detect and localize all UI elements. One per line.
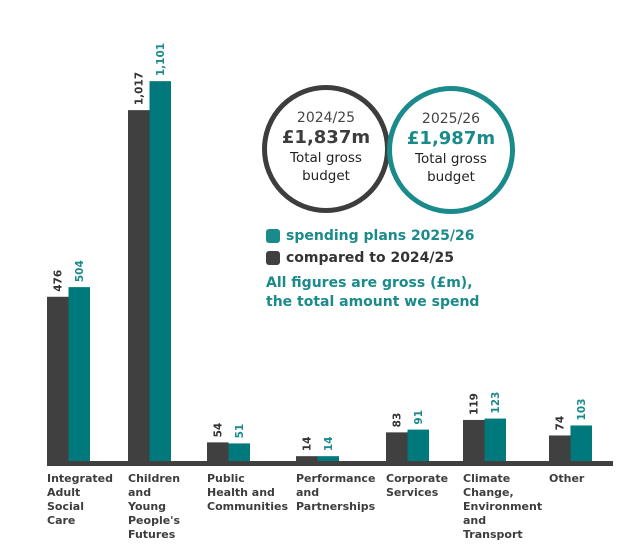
category-label-line: Change, [463, 486, 514, 499]
bar [317, 456, 339, 461]
total-2024-circle: 2024/25 £1,837m Total gross budget [262, 85, 390, 213]
category-label-line: and [296, 486, 320, 499]
category-label-line: Integrated [47, 472, 113, 485]
bar [407, 429, 429, 461]
bar [463, 419, 485, 461]
bar [570, 425, 592, 461]
legend-swatch [266, 251, 280, 265]
circle-year: 2025/26 [421, 111, 481, 127]
data-label: 1,101 [155, 43, 167, 76]
category-label-line: People's [128, 514, 181, 527]
category-label-line: Climate [463, 472, 511, 485]
data-label: 103 [576, 399, 588, 421]
data-label: 14 [302, 437, 314, 452]
chart-note: All figures are gross (£m), the total am… [266, 274, 479, 312]
bar [207, 442, 229, 461]
category-label-line: Services [386, 486, 439, 499]
circle-label: budget [302, 168, 350, 184]
data-label: 74 [555, 416, 567, 431]
total-2025-circle: 2025/26 £1,987m Total gross budget [387, 86, 515, 214]
category-label-line: Performance [296, 472, 376, 485]
circle-amount: £1,837m [281, 127, 371, 148]
category-label-line: Partnerships [296, 500, 376, 513]
category-label: Performance and Partnerships [296, 472, 386, 514]
data-label: 119 [469, 393, 481, 415]
data-label: 476 [53, 270, 65, 292]
legend-label: spending plans 2025/26 [286, 228, 475, 244]
category-label-line: Corporate [386, 472, 449, 485]
category-label-line: Care [47, 514, 76, 527]
circle-amount: £1,987m [406, 128, 496, 149]
category-label-line: Social [47, 500, 84, 513]
category-label-line: Communities [207, 500, 289, 513]
category-label-line: Other [549, 472, 585, 485]
category-label: Other [549, 472, 623, 486]
category-label-line: Young [128, 500, 167, 513]
legend-item-2024: compared to 2024/25 [266, 250, 454, 266]
category-label-line: Transport [463, 528, 523, 541]
data-label: 54 [213, 423, 225, 438]
bar [68, 287, 90, 461]
note-line: All figures are gross (£m), [266, 275, 473, 291]
bar [296, 456, 318, 461]
circle-year: 2024/25 [296, 110, 356, 126]
category-label-line: Public [207, 472, 245, 485]
category-label-line: Health and [207, 486, 275, 499]
note-line: the total amount we spend [266, 294, 480, 310]
category-label-line: Children [128, 472, 181, 485]
category-label: Integrated Adult Social Care [47, 472, 137, 528]
category-label-line: Adult [47, 486, 81, 499]
data-label: 51 [234, 424, 246, 439]
category-label-line: Environment [463, 500, 543, 513]
circle-label: Total gross [415, 151, 487, 167]
data-label: 1,017 [134, 72, 146, 105]
category-label-line: and [128, 486, 152, 499]
circle-label: budget [427, 169, 475, 185]
category-label: Children and Young People's Futures [128, 472, 218, 542]
legend-label: compared to 2024/25 [286, 250, 455, 266]
category-label-line: Futures [128, 528, 176, 541]
bar [386, 432, 408, 461]
circle-label: Total gross [290, 150, 362, 166]
data-label: 83 [392, 413, 404, 428]
data-label: 504 [74, 260, 86, 282]
bar [228, 443, 250, 461]
data-label: 91 [413, 410, 425, 425]
category-label: Public Health and Communities [207, 472, 297, 514]
category-label: Corporate Services [386, 472, 476, 500]
bar [149, 81, 171, 461]
bar [549, 435, 571, 461]
category-label-line: and [463, 514, 487, 527]
legend-swatch [266, 229, 280, 243]
data-label: 14 [323, 437, 335, 452]
x-axis [47, 461, 613, 466]
legend-item-2025: spending plans 2025/26 [266, 228, 475, 244]
bar [47, 296, 69, 461]
data-label: 123 [490, 392, 502, 414]
bar [128, 110, 150, 461]
category-label: Climate Change, Environment and Transport [463, 472, 553, 542]
bar [484, 418, 506, 461]
